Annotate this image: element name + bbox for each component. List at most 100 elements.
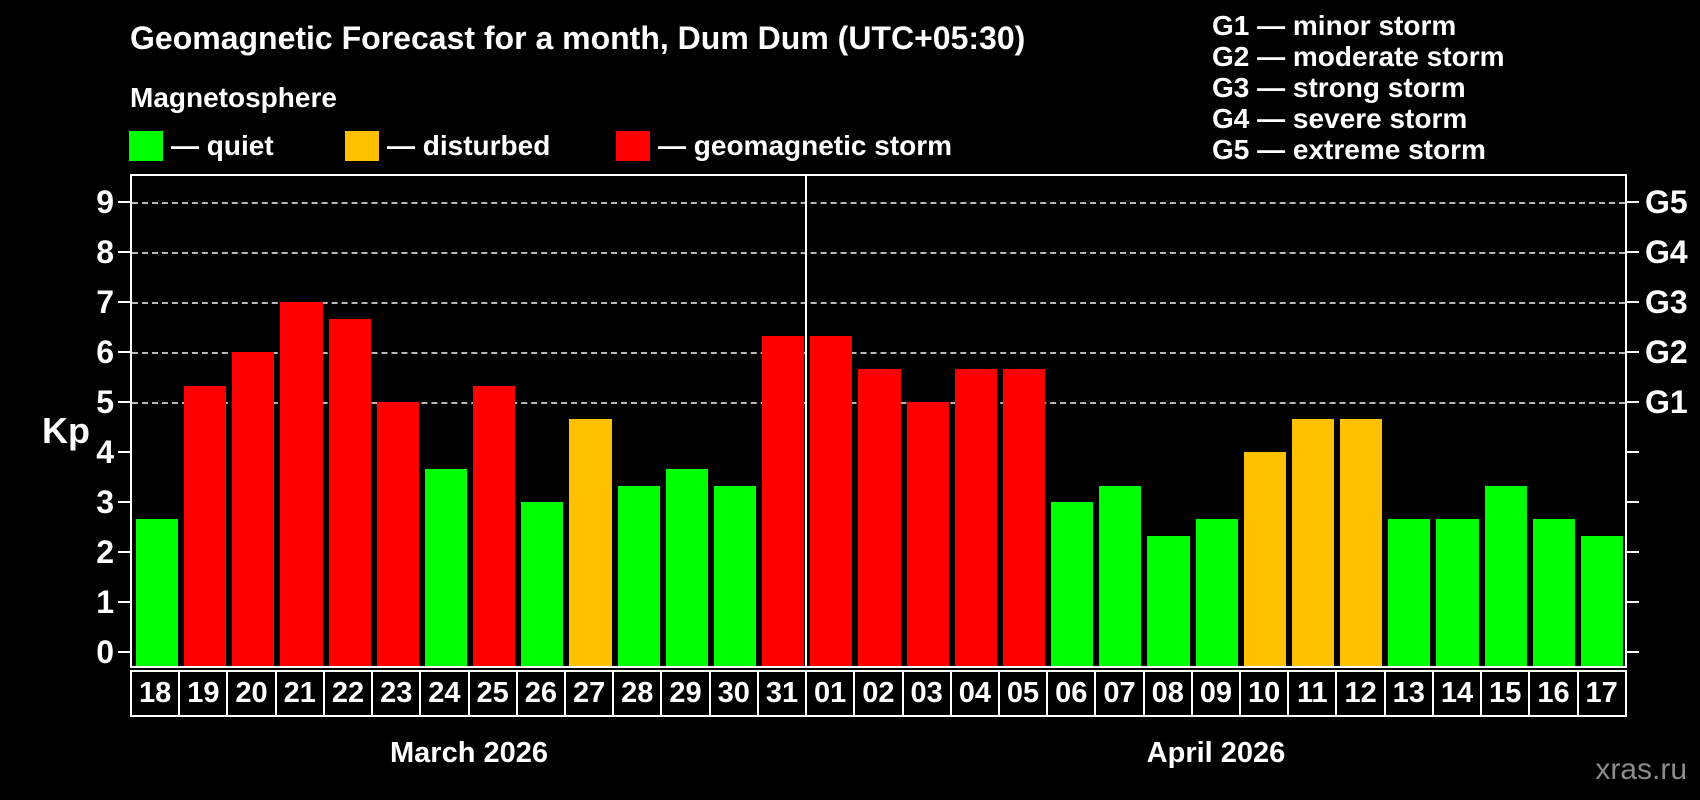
bar-day-09	[1195, 518, 1238, 666]
y-axis-tick-left	[118, 251, 130, 253]
bar-day-16	[1532, 518, 1575, 666]
month-label-march: March 2026	[390, 737, 548, 769]
gridline-kp-9	[132, 202, 1625, 204]
storm-scale-g2: G2 — moderate storm	[1212, 41, 1505, 72]
y-axis-tick-left	[118, 301, 130, 303]
day-cell-02: 02	[855, 672, 904, 715]
gridline-kp-7	[132, 302, 1625, 304]
day-cell-24: 24	[421, 672, 470, 715]
day-cell-12: 12	[1337, 672, 1386, 715]
day-cell-30: 30	[711, 672, 759, 715]
y-axis-tick-right	[1627, 451, 1639, 453]
day-cell-29: 29	[662, 672, 711, 715]
day-cell-17: 17	[1585, 677, 1618, 709]
bar-day-12	[1340, 418, 1383, 666]
bar-day-11	[1291, 418, 1335, 666]
y-axis-tick-left	[118, 201, 130, 203]
bar-day-26	[521, 502, 564, 666]
day-cell-06: 06	[1048, 672, 1097, 715]
y-axis-tick-right	[1627, 351, 1639, 353]
month-label-april: April 2026	[1146, 737, 1286, 769]
g-scale-label-G1: G1	[1645, 384, 1688, 420]
g-scale-label-G3: G3	[1645, 284, 1688, 320]
storm-legend-label: — geomagnetic storm	[658, 130, 953, 161]
y-axis-tick-left	[118, 501, 130, 503]
bar-day-04	[954, 368, 997, 666]
y-axis-tick-right	[1627, 501, 1639, 503]
bar-day-19	[184, 385, 227, 666]
storm-scale-legend: G1 — minor storm G2 — moderate storm G3 …	[1212, 10, 1505, 165]
g-scale-label-G5: G5	[1645, 184, 1688, 220]
day-cell-18: 18	[132, 672, 181, 715]
bar-day-07	[1099, 485, 1142, 666]
y-axis-tick-left	[118, 401, 130, 403]
bar-day-03	[906, 402, 949, 666]
y-axis-tick-right	[1627, 251, 1639, 253]
bar-day-30	[713, 485, 757, 666]
y-tick-label-1: 1	[96, 584, 114, 620]
day-cell-13: 13	[1386, 672, 1434, 715]
month-separator	[805, 176, 808, 666]
bar-day-15	[1484, 485, 1527, 666]
bar-day-21	[280, 302, 323, 666]
bar-day-24	[424, 468, 468, 666]
y-axis-tick-right	[1627, 651, 1639, 653]
day-cell-01: 01	[807, 672, 856, 715]
day-cell-15: 15	[1482, 672, 1531, 715]
bar-day-17	[1580, 535, 1623, 666]
day-cell-26: 26	[518, 672, 566, 715]
day-axis: 18 19 20 21 22 23 24 25 26 27 28 29 30 31 01 02 03 04 05 06…	[130, 670, 1627, 717]
day-cell-11: 11	[1289, 672, 1338, 715]
chart-title: Geomagnetic Forecast for a month, Dum Du…	[130, 20, 1026, 56]
day-cell-25: 25	[470, 672, 518, 715]
bar-day-01	[810, 335, 853, 666]
bar-day-18	[136, 518, 179, 666]
plot-area	[130, 174, 1627, 668]
storm-scale-g4: G4 — severe storm	[1212, 103, 1468, 134]
day-cell-08: 08	[1145, 672, 1193, 715]
storm-scale-g3: G3 — strong storm	[1212, 72, 1466, 103]
storm-swatch-icon	[616, 131, 650, 161]
bar-day-08	[1147, 535, 1190, 666]
watermark: xras.ru	[1595, 753, 1687, 786]
bar-day-28	[617, 485, 660, 666]
y-tick-label-6: 6	[96, 334, 114, 370]
disturbed-legend-label: — disturbed	[387, 130, 551, 161]
bar-day-14	[1436, 518, 1479, 666]
quiet-swatch-icon	[129, 131, 163, 161]
y-axis-tick-left	[118, 651, 130, 653]
storm-scale-g1: G1 — minor storm	[1212, 10, 1457, 41]
bar-day-23	[376, 402, 419, 666]
bar-day-02	[858, 368, 901, 666]
gridline-kp-8	[132, 252, 1625, 254]
day-cell-23: 23	[373, 672, 422, 715]
storm-scale-g5: G5 — extreme storm	[1212, 134, 1486, 165]
day-cell-21: 21	[277, 672, 325, 715]
gridline-kp-6	[132, 352, 1625, 354]
quiet-legend-label: — quiet	[171, 130, 274, 161]
bar-day-13	[1388, 518, 1431, 666]
day-cell-09: 09	[1193, 672, 1242, 715]
bar-day-27	[569, 418, 612, 666]
day-cell-05: 05	[1000, 672, 1049, 715]
bar-day-10	[1243, 452, 1286, 666]
bar-day-05	[1002, 368, 1046, 666]
y-tick-label-0: 0	[96, 634, 114, 670]
bar-day-29	[665, 468, 708, 666]
day-cell-28: 28	[614, 672, 663, 715]
y-tick-label-7: 7	[96, 284, 114, 320]
bar-day-20	[232, 352, 275, 666]
y-axis-tick-left	[118, 451, 130, 453]
y-tick-label-2: 2	[96, 534, 114, 570]
bar-day-25	[473, 385, 516, 666]
y-axis-tick-right	[1627, 401, 1639, 403]
y-axis-tick-left	[118, 601, 130, 603]
day-cell-10: 10	[1241, 672, 1290, 715]
day-cell-16: 16	[1530, 672, 1579, 715]
bar-day-06	[1051, 502, 1094, 666]
bar-day-31	[762, 335, 805, 666]
day-cell-19: 19	[180, 672, 229, 715]
y-axis-tick-right	[1627, 551, 1639, 553]
g-scale-label-G4: G4	[1645, 234, 1688, 270]
y-tick-label-8: 8	[96, 234, 114, 270]
